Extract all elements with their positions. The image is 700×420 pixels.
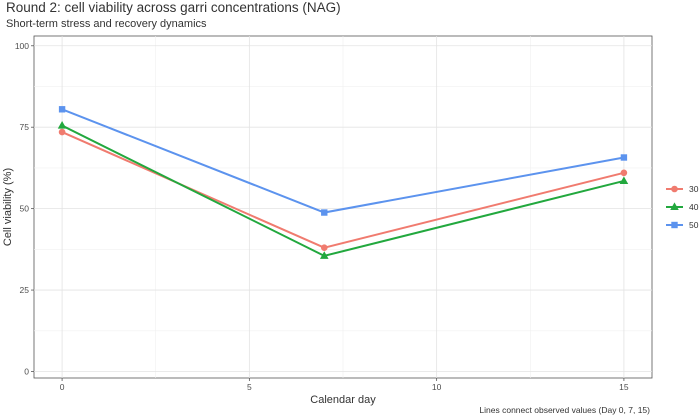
data-point-30 [620,169,628,177]
x-tick-label: 5 [247,382,252,392]
chart-title: Round 2: cell viability across garri con… [6,0,341,15]
data-point-30 [320,244,328,252]
x-tick-label: 0 [60,382,65,392]
legend: 30 40 50 [666,184,699,230]
data-point-50 [620,154,628,161]
x-tick-label: 15 [619,382,629,392]
x-tick-label: 10 [432,382,442,392]
legend-key-marker-30 [671,185,678,193]
legend-key-marker-50 [671,221,678,229]
y-tick-label: 75 [20,122,30,132]
y-tick-label: 0 [24,366,29,376]
legend-label-30: 30 [689,184,699,194]
x-axis-label: Calendar day [310,394,376,406]
data-point-40 [619,176,629,184]
legend-label-40: 40 [689,202,699,212]
y-axis-label: Cell viability (%) [2,168,14,246]
chart-subtitle: Short-term stress and recovery dynamics [6,18,207,30]
y-tick-label: 50 [20,204,30,214]
y-tick-label: 100 [15,41,29,51]
chart-caption: Lines connect observed values (Day 0, 7,… [479,405,650,415]
data-point-40 [57,120,67,129]
x-axis-ticks: 0 5 10 15 [60,378,629,392]
data-point-50 [321,209,328,216]
data-point-50 [58,106,66,113]
y-axis-ticks: 0 25 50 75 100 [15,41,34,376]
series-markers [57,106,629,259]
data-point-30 [58,128,66,136]
data-point-40 [319,251,329,259]
legend-label-50: 50 [689,220,699,230]
grid-lines [34,36,652,378]
y-tick-label: 25 [20,285,30,295]
legend-key-marker-40 [670,202,679,210]
